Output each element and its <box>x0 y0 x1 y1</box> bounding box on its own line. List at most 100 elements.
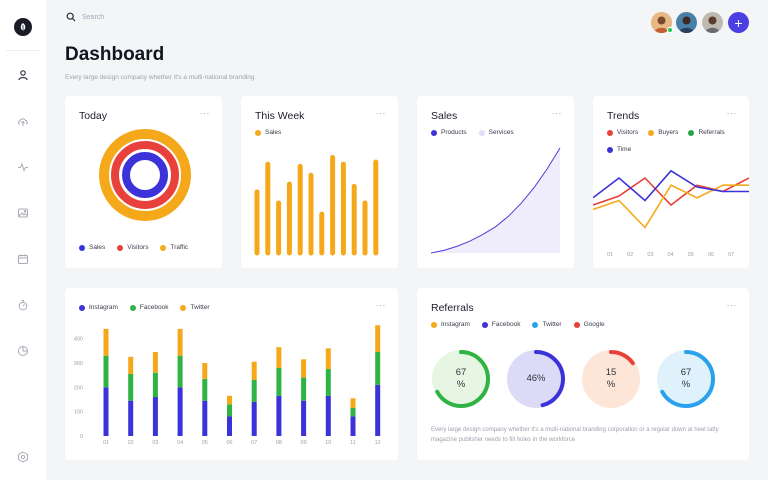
social-stacked-bar-chart: 0 100 200 300 400 01 02 03 04 05 06 07 08 09 10 11 12 <box>74 325 381 446</box>
card-title: Today <box>79 110 108 122</box>
pie-chart-icon[interactable] <box>15 343 31 359</box>
legend-dot <box>129 304 136 311</box>
facebook-segment <box>202 378 208 401</box>
page-title: Dashboard <box>65 44 165 65</box>
more-options-icon[interactable]: ··· <box>726 108 737 118</box>
ring-background <box>582 350 640 408</box>
y-tick-label: 100 <box>74 410 83 416</box>
legend-label: Traffic <box>170 244 189 251</box>
sales-area-chart <box>430 147 561 254</box>
ring-background <box>657 350 715 408</box>
today-rings-chart <box>99 129 191 221</box>
twitter-segment <box>227 395 232 405</box>
instagram-segment <box>375 384 381 436</box>
twitter-segment <box>202 362 208 379</box>
legend-dot <box>607 146 613 153</box>
instagram-segment <box>202 400 208 436</box>
legend-dot <box>160 244 167 251</box>
facebook-segment <box>301 377 307 401</box>
page-subtitle: Every large design company whether it's … <box>65 74 255 81</box>
x-tick-label: 03 <box>647 252 653 258</box>
legend-item: Services <box>478 129 514 136</box>
legend-dot <box>431 129 437 136</box>
legend-item: Referrals <box>688 129 725 136</box>
legend-dot <box>532 321 539 328</box>
x-tick-label: 10 <box>325 440 331 446</box>
legend-label: Instagram <box>89 304 118 311</box>
x-tick-label: 02 <box>128 440 134 446</box>
instagram-segment <box>128 400 134 436</box>
leaf-logo-icon[interactable] <box>14 18 32 36</box>
referrals-legend: Instagram Facebook Twitter Google <box>431 321 605 328</box>
x-tick-label: 04 <box>668 252 674 258</box>
more-options-icon[interactable]: ··· <box>375 300 386 310</box>
instagram-segment <box>251 401 257 436</box>
card-title: Trends <box>607 110 640 122</box>
image-icon[interactable] <box>15 205 31 221</box>
facebook-segment <box>375 352 381 385</box>
legend-item: Products <box>431 129 467 136</box>
legend-label: Sales <box>265 129 282 136</box>
timer-icon[interactable] <box>15 297 31 313</box>
legend-dot <box>79 304 85 311</box>
x-tick-label: 01 <box>607 252 613 258</box>
sales-card: Sales ··· Products Services <box>417 96 574 268</box>
add-button[interactable]: + <box>728 12 749 33</box>
products-series-line <box>430 147 561 254</box>
avatar[interactable] <box>676 12 697 33</box>
legend-label: Twitter <box>542 321 562 328</box>
legend-item: Twitter <box>532 321 562 328</box>
x-tick-label: 06 <box>226 440 232 446</box>
ring-progress-arc <box>432 350 490 408</box>
legend-label: Visitors <box>617 129 639 136</box>
legend-dot <box>117 244 124 251</box>
x-tick-label: 03 <box>152 440 158 446</box>
avatar[interactable] <box>702 12 723 33</box>
card-title: Sales <box>431 110 458 122</box>
legend-item: Visitors <box>117 244 148 251</box>
cloud-upload-icon[interactable] <box>15 113 31 129</box>
traffic-ring <box>99 129 191 221</box>
y-tick-label: 400 <box>74 337 83 343</box>
twitter-segment <box>375 325 381 352</box>
calendar-icon[interactable] <box>15 251 31 267</box>
referrals-note: Every large design company whether it's … <box>431 427 719 443</box>
twitter-segment <box>301 359 307 378</box>
settings-icon[interactable] <box>15 449 31 465</box>
ring-progress-arc <box>582 350 640 408</box>
y-tick-label: 0 <box>80 434 83 440</box>
sales-legend: Products Services <box>431 129 514 136</box>
instagram-segment <box>325 395 331 436</box>
more-options-icon[interactable]: ··· <box>375 108 386 118</box>
more-options-icon[interactable]: ··· <box>726 300 737 310</box>
legend-item: Time <box>607 146 631 153</box>
card-title: Referrals <box>431 302 474 314</box>
legend-label: Buyers <box>658 129 679 136</box>
legend-label: Time <box>617 146 632 153</box>
today-card: Today ··· Sales Visitors Traffic <box>65 96 222 268</box>
search-bar[interactable]: Search <box>66 12 104 22</box>
ring-background <box>432 350 490 408</box>
avatar[interactable] <box>651 12 672 33</box>
more-options-icon[interactable]: ··· <box>199 108 210 118</box>
referrals-progress-rings <box>432 350 715 408</box>
facebook-segment <box>227 404 232 417</box>
online-status-dot <box>667 27 673 33</box>
week-legend: Sales <box>255 129 281 136</box>
social-legend: Instagram Facebook Twitter <box>79 304 210 311</box>
twitter-segment <box>128 356 134 374</box>
search-input[interactable]: Search <box>82 13 105 21</box>
legend-item: Facebook <box>481 321 520 328</box>
legend-item: Sales <box>255 129 281 136</box>
sidebar <box>0 0 46 480</box>
facebook-segment <box>276 367 282 396</box>
time-series-line <box>593 169 749 202</box>
user-icon[interactable] <box>15 67 31 83</box>
x-tick-label: 09 <box>301 440 307 446</box>
legend-dot <box>180 304 187 311</box>
more-options-icon[interactable]: ··· <box>551 108 562 118</box>
twitter-segment <box>152 352 158 373</box>
legend-dot <box>648 129 655 136</box>
activity-icon[interactable] <box>15 159 31 175</box>
instagram-segment <box>177 387 183 436</box>
